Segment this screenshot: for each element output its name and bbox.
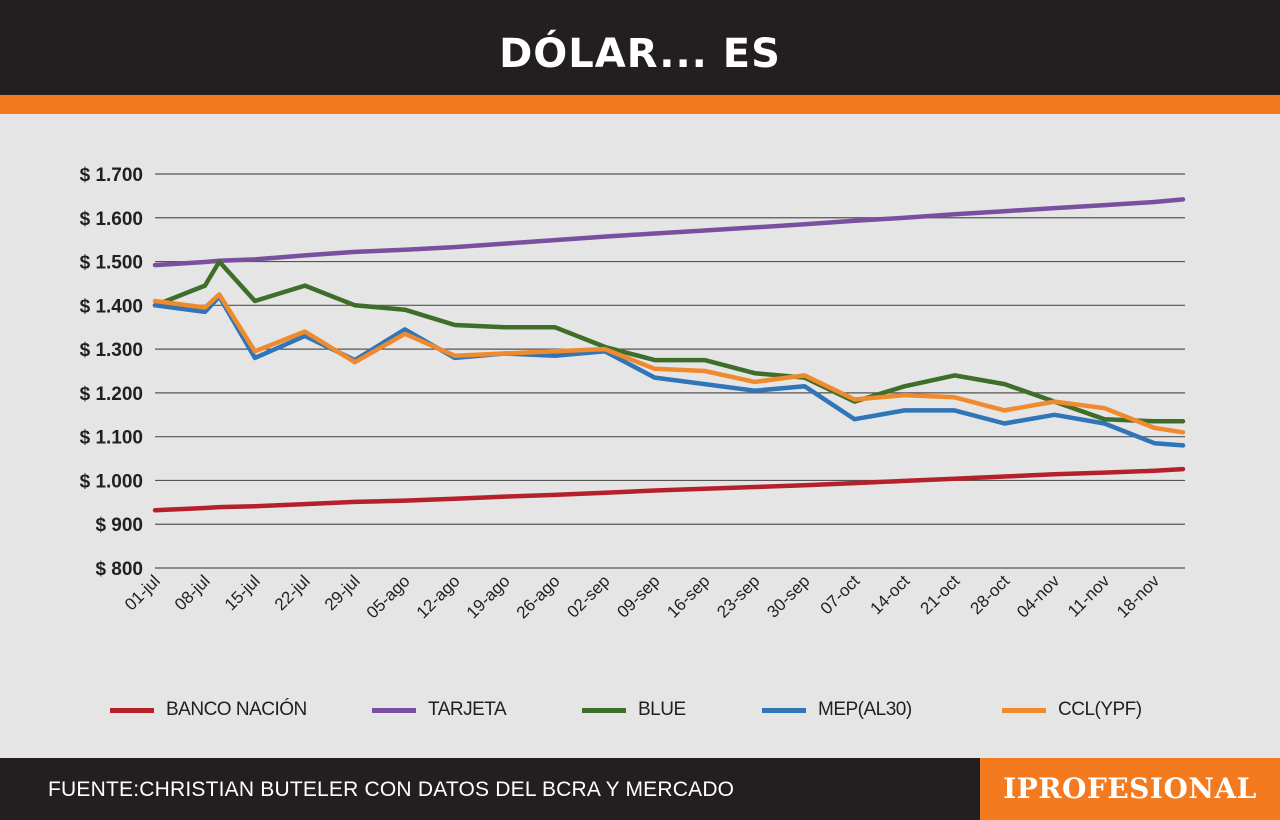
y-tick-label: $ 800: [95, 559, 143, 580]
x-tick-label: 26-ago: [513, 571, 564, 622]
series-line: [152, 294, 1186, 448]
source-note: FUENTE:CHRISTIAN BUTELER CON DATOS DEL B…: [48, 778, 735, 801]
x-tick-label: 05-ago: [363, 571, 414, 622]
series-line: [152, 197, 1186, 268]
y-tick-label: $ 1.300: [80, 340, 143, 361]
series-line: [152, 292, 1186, 435]
chart-canvas: $ 800 $ 900 $ 1.000 $ 1.100 $ 1.200 $ 1.300 $ …: [80, 165, 1186, 622]
line-chart: $ 800 $ 900 $ 1.000 $ 1.100 $ 1.200 $ 1.300 $ …: [0, 114, 1280, 758]
x-tick-label: 15-jul: [221, 571, 264, 614]
legend-swatch: [372, 707, 416, 713]
y-tick-label: $ 1.500: [80, 253, 143, 274]
x-tick-label: 09-sep: [613, 571, 663, 621]
x-tick-label: 08-jul: [171, 571, 214, 614]
y-tick-label: $ 1.400: [80, 296, 143, 317]
y-tick-label: $ 1.600: [80, 209, 143, 230]
x-tick-label: 02-sep: [563, 571, 613, 621]
x-tick-label: 11-nov: [1064, 571, 1114, 621]
brand-logo-text: IPROFESIONAL: [1003, 772, 1257, 805]
x-tick-label: 28-oct: [967, 571, 1014, 618]
legend-label: CCL(YPF): [1058, 699, 1142, 720]
legend-label: BANCO NACIÓN: [166, 699, 307, 720]
legend-label: MEP(AL30): [818, 699, 912, 720]
legend-item-ccl: CCL(YPF): [1002, 698, 1142, 722]
x-tick-label: 14-oct: [867, 571, 914, 618]
x-tick-label: 04-nov: [1013, 571, 1064, 622]
chart-legend: BANCO NACIÓN TARJETA BLUE MEP(AL30) CCL(…: [0, 690, 1280, 730]
x-tick-label: 21-oct: [917, 571, 964, 618]
x-tick-label: 19-ago: [463, 571, 514, 622]
legend-label: BLUE: [638, 699, 686, 720]
y-tick-label: $ 900: [95, 515, 143, 536]
y-tick-label: $ 1.100: [80, 428, 143, 449]
x-tick-label: 22-jul: [271, 571, 314, 614]
series-line: [152, 466, 1186, 513]
x-tick-label: 12-ago: [413, 571, 464, 622]
legend-item-banco-nacion: BANCO NACIÓN: [110, 698, 307, 722]
y-tick-label: $ 1.700: [80, 165, 143, 186]
legend-item-tarjeta: TARJETA: [372, 698, 507, 722]
legend-swatch: [110, 707, 154, 713]
y-tick-label: $ 1.200: [80, 384, 143, 405]
series-line: [152, 259, 1186, 424]
legend-swatch: [762, 707, 806, 713]
legend-swatch: [1002, 707, 1046, 713]
footer-bar: FUENTE:CHRISTIAN BUTELER CON DATOS DEL B…: [0, 758, 1280, 820]
header-bar: DÓLAR... ES: [0, 0, 1280, 95]
brand-logo: IPROFESIONAL: [980, 758, 1280, 820]
x-tick-label: 30-sep: [763, 571, 813, 621]
legend-item-blue: BLUE: [582, 698, 686, 722]
x-tick-label: 07-oct: [817, 571, 864, 618]
x-tick-label: 18-nov: [1113, 571, 1164, 622]
x-tick-label: 29-jul: [321, 571, 364, 614]
accent-bar: [0, 95, 1280, 114]
x-tick-label: 16-sep: [663, 571, 713, 621]
legend-swatch: [582, 707, 626, 713]
y-tick-label: $ 1.000: [80, 471, 143, 492]
x-tick-label: 23-sep: [713, 571, 763, 621]
chart-title: DÓLAR... ES: [499, 31, 781, 77]
legend-label: TARJETA: [428, 699, 507, 720]
legend-item-mep: MEP(AL30): [762, 698, 912, 722]
